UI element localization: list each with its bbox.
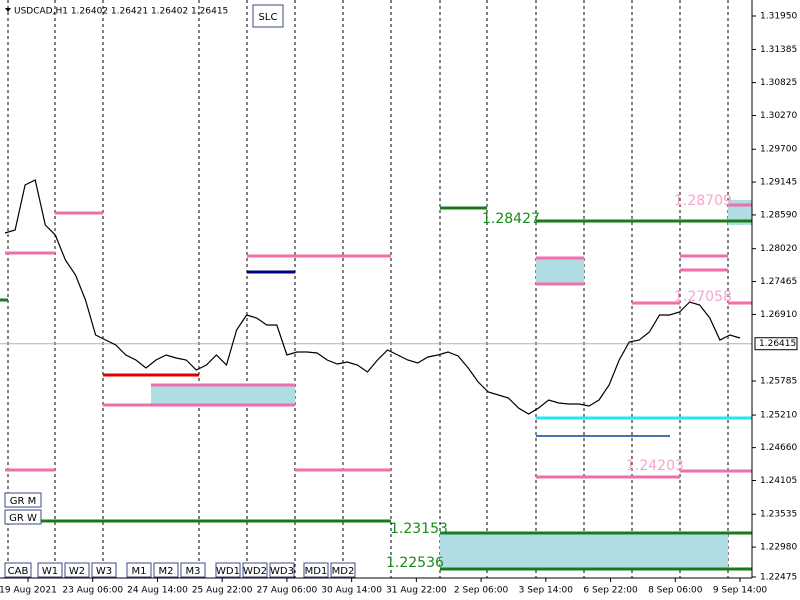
button-label[interactable]: M3 <box>186 566 201 577</box>
x-tick-label: 8 Sep 06:00 <box>648 586 703 596</box>
button[interactable]: M1 <box>126 562 152 578</box>
button-label[interactable]: WD1 <box>216 566 240 577</box>
period-separators <box>7 0 729 578</box>
button-label[interactable]: M1 <box>132 566 147 577</box>
button-label[interactable]: GR W <box>9 513 37 524</box>
button-label[interactable]: MD2 <box>332 566 355 577</box>
button-frame[interactable] <box>153 562 179 578</box>
button[interactable]: WD2 <box>242 562 268 578</box>
button-frame[interactable] <box>4 492 42 508</box>
level-label: 1.23153 <box>390 521 448 537</box>
y-tick-label: 1.29700 <box>760 145 797 155</box>
button-label[interactable]: W3 <box>96 566 112 577</box>
y-tick-label: 1.31950 <box>760 12 797 22</box>
button[interactable]: MD1 <box>303 562 329 578</box>
y-tick-label: 1.30825 <box>760 78 797 88</box>
button-label[interactable]: GR M <box>10 496 37 507</box>
x-tick-label: 27 Aug 06:00 <box>257 586 318 596</box>
y-tick-label: 1.24660 <box>760 443 797 453</box>
button-frame[interactable] <box>37 562 63 578</box>
y-tick-label: 1.30270 <box>760 111 797 121</box>
button-frame[interactable] <box>4 509 42 525</box>
button-frame[interactable] <box>180 562 206 578</box>
zone <box>440 533 728 569</box>
button[interactable]: WD1 <box>215 562 241 578</box>
plot <box>4 179 741 415</box>
button-frame[interactable] <box>126 562 152 578</box>
y-tick-label: 1.23535 <box>760 510 797 520</box>
level-label: 1.24203 <box>626 458 684 474</box>
button-label[interactable]: MD1 <box>305 566 328 577</box>
y-tick-label: 1.29145 <box>760 178 797 188</box>
y-tick-label: 1.24105 <box>760 476 797 486</box>
button[interactable]: GR M <box>4 492 42 508</box>
button[interactable]: MD2 <box>330 562 356 578</box>
button-frame[interactable] <box>269 562 295 578</box>
buttons: GR M GR W CAB W1 W2 W3 M1 M2 M3 WD1 WD2 WD3 MD1 MD2 SL… <box>4 4 356 578</box>
button-frame[interactable] <box>303 562 329 578</box>
x-tick-label: 30 Aug 14:00 <box>321 586 382 596</box>
button[interactable]: M2 <box>153 562 179 578</box>
x-tick-label: 9 Sep 14:00 <box>713 586 768 596</box>
button[interactable]: W3 <box>91 562 117 578</box>
y-tick-label: 1.25210 <box>760 411 797 421</box>
button-label[interactable]: W1 <box>42 566 58 577</box>
x-tick-label: 2 Sep 06:00 <box>454 586 509 596</box>
x-tick-label: 23 Aug 06:00 <box>62 586 123 596</box>
y-tick-label: 1.22475 <box>760 573 797 583</box>
zone <box>536 258 584 284</box>
button[interactable]: WD3 <box>269 562 295 578</box>
button[interactable]: GR W <box>4 509 42 525</box>
level-label: 1.22536 <box>386 555 444 571</box>
button-frame[interactable] <box>215 562 241 578</box>
menu-arrow[interactable] <box>5 8 11 12</box>
x-tick-label: 31 Aug 22:00 <box>386 586 447 596</box>
button[interactable]: SLC <box>252 4 284 28</box>
button[interactable]: W2 <box>64 562 90 578</box>
button-frame[interactable] <box>4 562 32 578</box>
y-tick-label: 1.27465 <box>760 277 797 287</box>
x-tick-label: 24 Aug 14:00 <box>127 586 188 596</box>
level-label: 1.28709 <box>674 193 732 209</box>
button-frame[interactable] <box>330 562 356 578</box>
level-label: 1.28427 <box>482 211 540 227</box>
y-tick-label: 1.28020 <box>760 244 797 254</box>
levels <box>0 203 752 571</box>
y-tick-label: 1.26910 <box>760 310 797 320</box>
x-tick-label: 3 Sep 14:00 <box>519 586 574 596</box>
button-frame[interactable] <box>252 4 284 28</box>
x-tick-label: 25 Aug 22:00 <box>192 586 253 596</box>
button-frame[interactable] <box>242 562 268 578</box>
button[interactable]: CAB <box>4 562 32 578</box>
button-label[interactable]: SLC <box>259 12 278 23</box>
button[interactable]: M3 <box>180 562 206 578</box>
button-label[interactable]: CAB <box>8 566 29 577</box>
button-label[interactable]: W2 <box>69 566 85 577</box>
x-tick-label: 6 Sep 22:00 <box>583 586 638 596</box>
current-price-label: 1.26415 <box>759 339 796 349</box>
y-tick-label: 1.28590 <box>760 210 797 220</box>
y-tick-label: 1.22980 <box>760 543 797 553</box>
current-price-box <box>754 337 798 351</box>
button-frame[interactable] <box>91 562 117 578</box>
y-tick-label: 1.25785 <box>760 377 797 387</box>
zone <box>151 385 295 405</box>
price-line <box>4 179 741 415</box>
button[interactable]: W1 <box>37 562 63 578</box>
button-label[interactable]: WD3 <box>270 566 294 577</box>
button-frame[interactable] <box>64 562 90 578</box>
header-title: USDCAD,H1 1.26402 1.26421 1.26402 1.2641… <box>14 7 228 17</box>
level-label: 1.27058 <box>674 289 732 305</box>
button-label[interactable]: M2 <box>159 566 174 577</box>
x-tick-label: 19 Aug 2021 <box>0 586 57 596</box>
y-tick-label: 1.31385 <box>760 45 797 55</box>
button-label[interactable]: WD2 <box>243 566 267 577</box>
